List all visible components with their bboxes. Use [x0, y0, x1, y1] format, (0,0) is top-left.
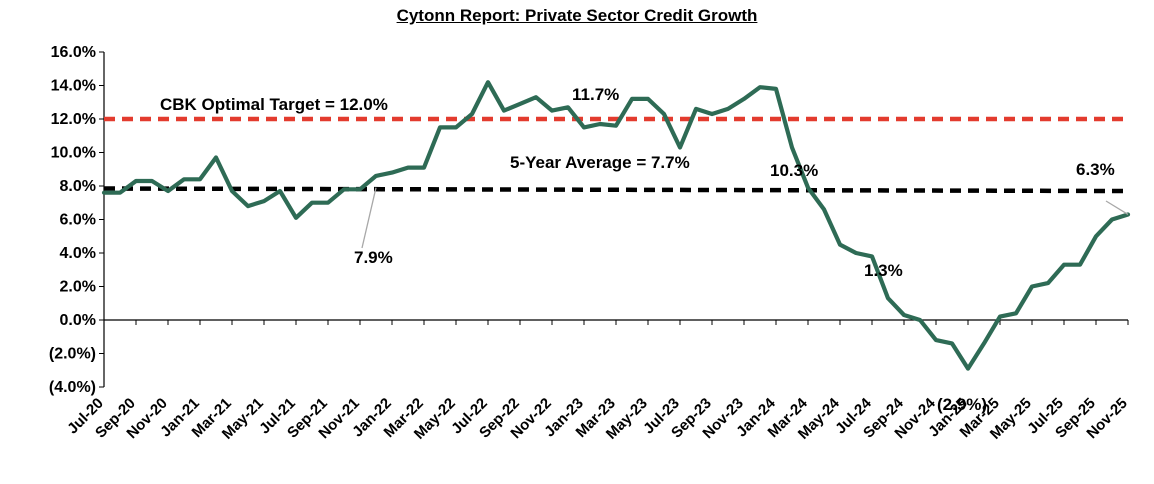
five-year-average-label: 5-Year Average = 7.7% — [510, 153, 690, 172]
annotation-label: 7.9% — [354, 248, 393, 267]
x-axis: Jul-20Sep-20Nov-20Jan-21Mar-21May-21Jul-… — [64, 319, 1131, 443]
y-tick-label: 16.0% — [51, 44, 96, 61]
y-tick-label: 6.0% — [60, 212, 96, 229]
y-tick-label: 0.0% — [60, 312, 96, 329]
y-tick-label: 12.0% — [51, 111, 96, 128]
cbk-target-label: CBK Optimal Target = 12.0% — [160, 95, 388, 114]
annotation-leader-line — [361, 187, 377, 249]
y-tick-label: 10.0% — [51, 145, 96, 162]
chart-title: Cytonn Report: Private Sector Credit Gro… — [396, 6, 758, 25]
series-lines — [101, 80, 1131, 371]
y-tick-label: 4.0% — [60, 245, 96, 262]
annotation-label: (2.9%) — [937, 395, 987, 414]
five-year-average-line — [103, 186, 1129, 194]
y-tick-label: (4.0%) — [49, 379, 96, 396]
reference-lines: CBK Optimal Target = 12.0% 5-Year Average… — [103, 95, 1129, 194]
annotations: 11.7% 10.3% 7.9% 1.3% (2.9%) 6.3% — [354, 85, 1129, 414]
y-tick-label: (2.0%) — [49, 346, 96, 363]
annotation-label: 10.3% — [770, 161, 818, 180]
annotation-label: 1.3% — [864, 261, 903, 280]
y-tick-label: 14.0% — [51, 78, 96, 95]
credit-growth-series-line — [101, 80, 1131, 371]
annotation-leader-line — [1105, 200, 1129, 216]
annotation-label: 6.3% — [1076, 160, 1115, 179]
y-axis: (4.0%) (2.0%) 0.0% 2.0% 4.0% 6.0% 8.0% 10.0% 12.… — [49, 44, 105, 396]
annotation-label: 11.7% — [572, 85, 619, 104]
y-tick-label: 8.0% — [60, 178, 96, 195]
y-tick-label: 2.0% — [60, 279, 96, 296]
